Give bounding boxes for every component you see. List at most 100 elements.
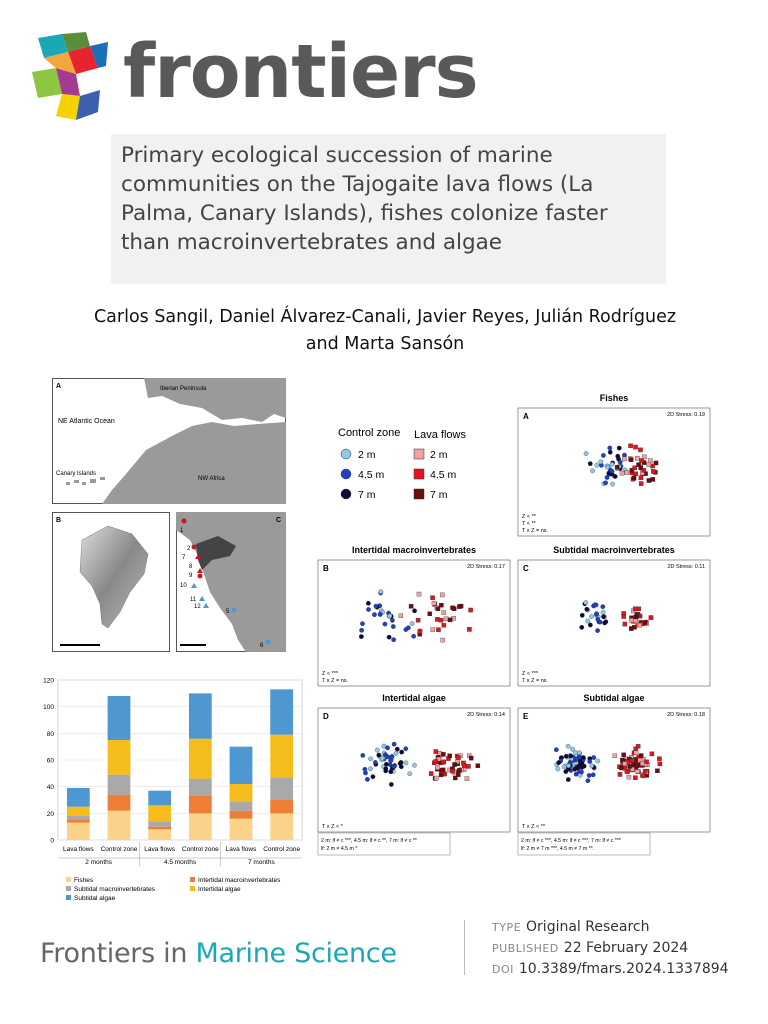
lava-point [627,764,632,769]
legend-lava-label: 2 m [430,449,448,461]
control-point [368,766,373,772]
authors-line: Carlos Sangil, Daniel Álvarez-Canali, Ja… [93,307,677,327]
control-point [561,764,567,770]
bar-segment [188,813,212,840]
panel-title: Subtidal algae [583,693,644,703]
legend-swatch [190,877,195,882]
control-point [575,765,581,771]
map-a-canary-label: Canary Islands [56,471,96,477]
lava-point [468,607,473,613]
lava-point [657,761,663,767]
lava-point [618,765,624,771]
lava-point [642,768,648,774]
legend-lava-label: 7 m [430,489,448,501]
map-c-letter: C [276,517,281,524]
lava-point [631,475,637,481]
lava-point [621,614,626,619]
map-a-letter: A [56,383,61,390]
doi-value[interactable]: 10.3389/fmars.2024.1337894 [518,961,729,977]
control-point [403,760,409,766]
article-title: Primary ecological succession of marine … [121,141,661,257]
lava-point [621,752,626,758]
lava-point [650,463,655,469]
control-point [587,759,593,764]
article-authors: Carlos Sangil, Daniel Álvarez-Canali, Ja… [60,304,710,358]
map-panel-c: C 1 2 7 8 9 10 11 12 5 6 [176,512,286,652]
control-point [591,755,597,760]
title-line: Palma, Canary Islands), fishes colonize … [121,201,608,226]
lava-point [624,470,630,475]
bar-segment [107,696,131,740]
doi[interactable]: DOI 10.3389/fmars.2024.1337894 [492,961,729,977]
lava-point [635,769,640,774]
control-point [366,607,371,612]
lava-point [408,604,414,609]
lava-point [440,767,446,773]
control-point [601,614,606,620]
bar-segment [229,784,253,802]
control-point [598,459,604,465]
lava-point [436,627,441,632]
lava-point [638,753,644,758]
bar-segment [188,738,212,779]
bar-segment [270,734,294,778]
x-tick-label: Lava flows [63,846,94,853]
y-tick-label: 0 [50,838,54,845]
title-box [111,134,666,284]
y-tick-label: 120 [43,678,54,685]
journal-prefix: Frontiers in [40,938,196,969]
bar-segment [66,822,90,840]
control-point [398,764,404,770]
y-tick-label: 80 [47,731,55,738]
control-point [383,766,389,772]
lava-point [632,606,638,612]
type-label: TYPE [492,921,522,934]
lava-point [440,759,446,765]
control-point [368,756,373,762]
lava-point [655,768,660,774]
panel-title: Subtidal macroinvertebrates [553,545,675,555]
lava-point [641,468,646,473]
legend-control-label: 4.5 m [358,469,385,481]
site-label: 11 [190,597,197,603]
bar-segment [66,806,90,816]
bar-segment [66,820,90,823]
lava-point [642,454,647,460]
lava-point [638,447,643,453]
frontiers-wordmark: frontiers [123,29,479,115]
panel-title: Intertidal macroinvertebrates [352,545,476,555]
lava-point [633,614,639,620]
bar-segment [229,746,253,784]
lava-point [646,462,652,467]
control-point [399,749,405,755]
control-point [579,625,585,630]
control-point [602,620,608,626]
control-point [409,621,415,626]
control-point [385,745,390,751]
control-point [576,750,582,756]
control-point [612,474,618,479]
stat-note: T x Z < ** [522,824,546,830]
stress-label: 2D Stress: 0.14 [467,712,505,718]
panel-title: Fishes [600,393,629,403]
frontiers-cube-logo-icon [32,32,108,120]
site-label: 12 [194,604,201,610]
stat-note: T x Z = ns. [322,678,349,684]
panel-letter: D [323,712,329,721]
stat-footnote: 2 m: lf ≠ c ***, 4.5 m: lf ≠ c ***, 7 m:… [521,838,621,844]
lava-point [431,600,437,606]
lava-point [622,761,627,766]
control-point [597,619,603,625]
lava-point [650,477,656,482]
control-point [374,747,380,753]
control-point [609,461,615,467]
lava-point [622,621,628,627]
control-point [366,600,371,606]
stat-note: T x Z = ns [522,678,547,684]
control-point [607,445,613,451]
control-point [391,764,397,769]
control-point [604,475,610,480]
lava-point [640,773,646,779]
control-point [568,753,574,759]
lava-point [466,764,471,769]
